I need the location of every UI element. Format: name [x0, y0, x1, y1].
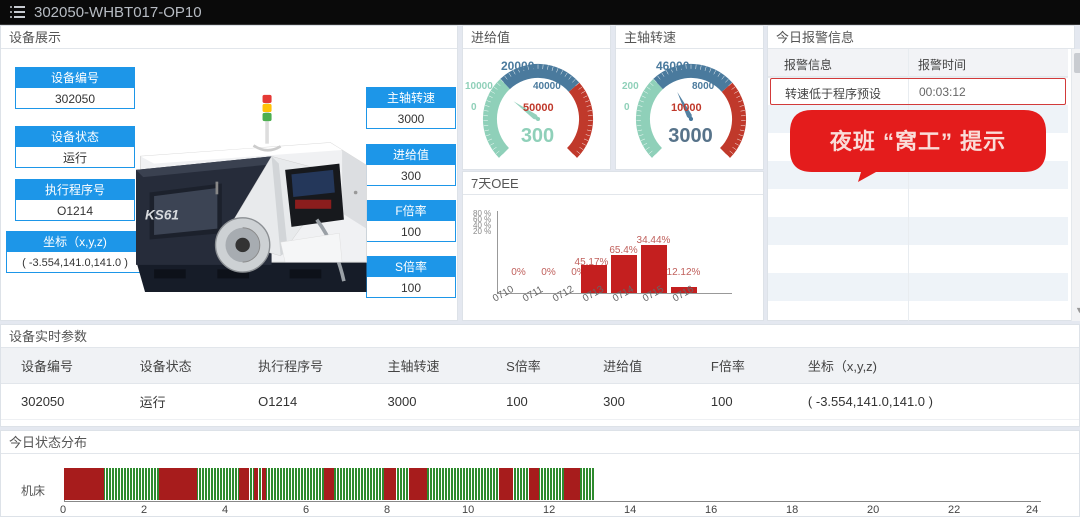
svg-text:夜班 “窝工” 提示: 夜班 “窝工” 提示 — [829, 129, 1006, 154]
svg-text:KS61: KS61 — [145, 208, 179, 223]
